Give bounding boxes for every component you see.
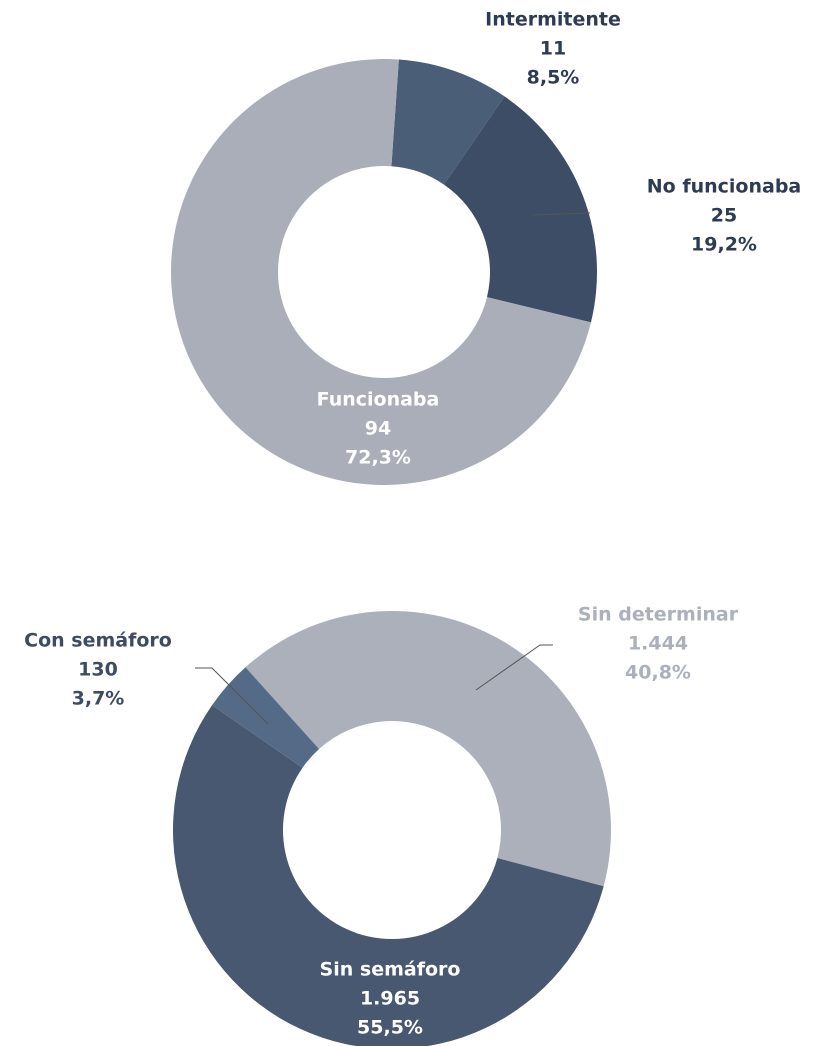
leader-line xyxy=(532,212,591,216)
slice-label: Sin determinar xyxy=(578,604,739,626)
slice-label: Con semáforo xyxy=(24,630,172,652)
slice-label: Intermitente xyxy=(485,9,621,31)
slice-value: 1.444 xyxy=(628,633,688,655)
donut-slice xyxy=(391,59,505,185)
donut-slice xyxy=(245,611,612,887)
slice-label: No funcionaba xyxy=(647,176,802,198)
slice-percentage: 19,2% xyxy=(691,234,757,256)
donut-slice xyxy=(212,667,320,768)
slice-percentage: 3,7% xyxy=(72,688,125,710)
slice-label: Sin semáforo xyxy=(320,959,461,981)
slice-value: 130 xyxy=(78,659,118,681)
slice-percentage: 8,5% xyxy=(527,67,580,89)
leader-line xyxy=(195,667,269,725)
slice-percentage: 55,5% xyxy=(357,1017,423,1039)
slice-value: 11 xyxy=(540,38,566,60)
leader-line xyxy=(475,644,553,691)
slice-percentage: 40,8% xyxy=(625,662,691,684)
slice-label: Funcionaba xyxy=(317,389,440,411)
slice-value: 25 xyxy=(711,205,737,227)
slice-value: 94 xyxy=(365,418,391,440)
donut-slice xyxy=(173,705,604,1046)
donut-slice xyxy=(443,96,597,323)
donut-slice xyxy=(171,59,591,485)
slice-percentage: 72,3% xyxy=(345,447,411,469)
slice-value: 1.965 xyxy=(360,988,420,1010)
